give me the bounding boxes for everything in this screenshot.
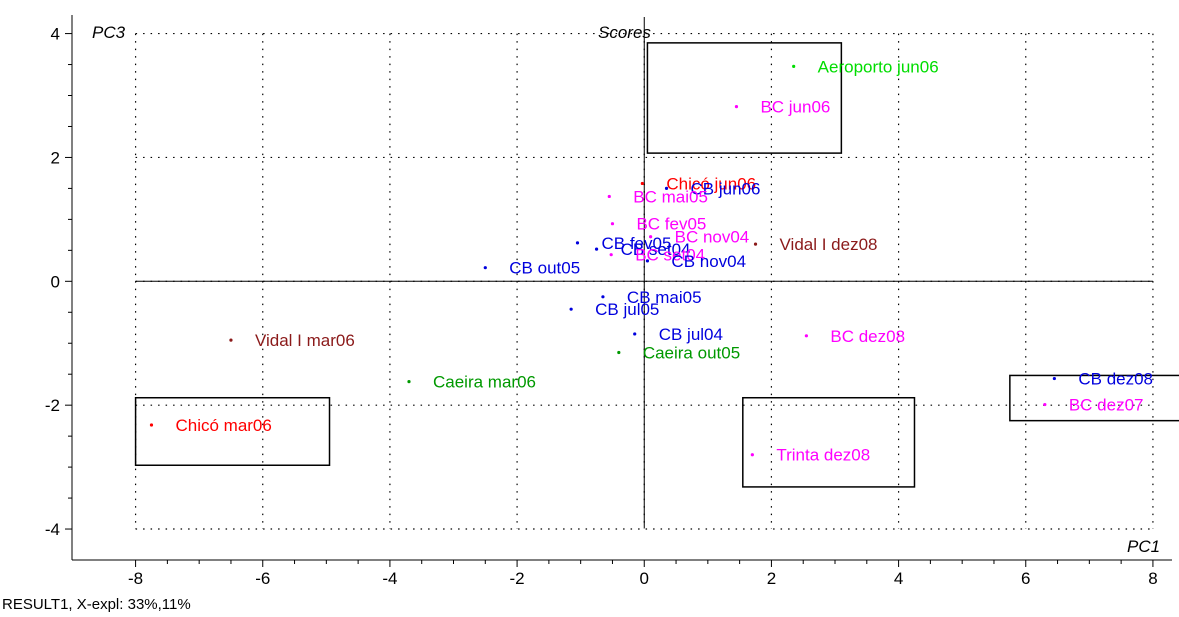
footer-caption: RESULT1, X-expl: 33%,11% [2,596,191,613]
score-point-label: CB out05 [509,259,580,278]
score-point [575,241,580,245]
score-point-label: Vidal I dez08 [780,235,878,254]
score-point-label: Aeroporto jun06 [818,57,939,76]
score-point [610,222,615,226]
y-axis-label: PC3 [92,23,126,42]
x-tick-label: -2 [510,569,525,588]
score-point-label: Caeira out05 [643,344,740,363]
score-point [609,253,613,257]
score-point-label: BC mai05 [633,187,708,206]
y-tick-label: 4 [51,25,60,44]
score-point-label: BC nov04 [675,228,750,247]
score-point-label: BC set04 [635,246,705,265]
highlight-box [1009,374,1179,422]
x-tick-label: -6 [255,569,270,588]
score-point [645,259,650,263]
score-point [792,64,796,69]
y-tick-label: 2 [51,148,60,167]
score-point [607,194,611,199]
highlight-box [134,396,331,466]
score-point-label: Chicó mar06 [175,416,271,435]
score-point-label: CB jul04 [659,325,723,344]
score-point [617,350,621,355]
x-tick-label: 4 [894,569,903,588]
score-point [601,295,605,299]
score-point-label: Caeira mar06 [433,373,536,392]
y-tick-label: -2 [45,396,60,415]
score-point [750,453,754,457]
score-point [1052,376,1056,381]
score-point [407,380,411,384]
score-point-label: BC jun06 [760,98,830,117]
highlight-box [646,42,843,154]
score-point-label: Chicó jun06 [666,174,756,193]
score-point-label: BC dez08 [830,327,905,346]
score-point [804,334,808,338]
highlight-boxes [134,42,1179,488]
x-tick-label: 8 [1148,569,1157,588]
x-tick-label: 6 [1021,569,1030,588]
y-tick-label: -4 [45,520,60,539]
highlight-box [742,396,916,488]
score-point-label: CB nov04 [671,252,746,271]
score-point-label: CB dez08 [1078,370,1153,389]
score-point [483,266,487,270]
score-point [734,105,739,109]
chart-title: Scores [598,23,651,42]
score-point-label: CB jul05 [595,300,659,319]
score-point-label: BC fev05 [636,215,706,234]
score-point-label: BC dez07 [1069,396,1144,415]
score-point [229,338,233,342]
score-point [664,186,669,191]
x-tick-label: 0 [640,569,649,588]
score-point [149,423,154,427]
x-tick-label: -8 [128,569,143,588]
score-point [1043,402,1047,407]
x-axis-label: PC1 [1127,537,1160,556]
score-point-label: CB set04 [621,240,691,259]
score-point-label: CB mai05 [627,288,702,307]
y-tick-label: 0 [51,272,60,291]
x-tick-label: 2 [767,569,776,588]
score-point [633,332,637,336]
score-point-label: CB fev05 [601,234,671,253]
score-point [649,235,653,239]
score-point [640,181,644,186]
axes: -8 -6 -4 -2 0 2 4 6 8 -4 -2 0 2 4 [45,15,1172,588]
score-point [594,247,599,251]
score-point [753,242,758,246]
score-point-label: CB jun06 [691,179,761,198]
score-point [569,307,573,311]
score-point-label: Vidal I mar06 [255,331,355,350]
x-tick-label: -4 [382,569,397,588]
score-point-label: Trinta dez08 [776,446,870,465]
